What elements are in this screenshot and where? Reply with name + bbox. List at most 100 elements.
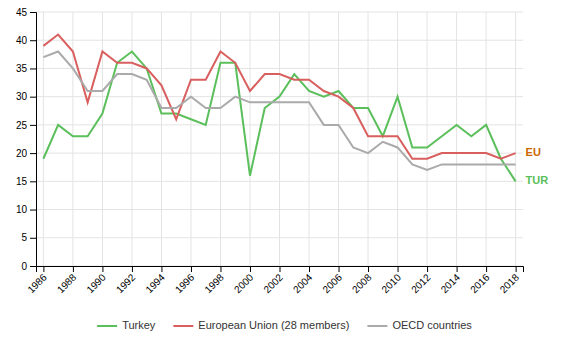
tick-label: 1992 bbox=[114, 271, 138, 295]
tick-mark bbox=[30, 12, 36, 13]
grid-line bbox=[249, 12, 250, 266]
tick: 1988 bbox=[55, 266, 79, 295]
tick: 1994 bbox=[143, 266, 167, 295]
annotation: EU bbox=[526, 146, 541, 158]
tick-mark bbox=[30, 68, 36, 69]
tick-mark bbox=[486, 266, 487, 272]
tick-mark bbox=[250, 266, 251, 272]
tick-label: 2002 bbox=[261, 271, 285, 295]
x-axis: 1986198819901992199419961998200020022004… bbox=[25, 266, 523, 295]
tick-mark bbox=[132, 266, 133, 272]
tick-label: 15 bbox=[16, 176, 28, 187]
tick: 45 bbox=[16, 7, 36, 18]
tick: 1996 bbox=[173, 266, 197, 295]
tick-mark bbox=[309, 266, 310, 272]
tick-mark bbox=[161, 266, 162, 272]
legend-item: OECD countries bbox=[367, 319, 472, 331]
tick-mark bbox=[30, 153, 36, 154]
grid-line bbox=[131, 12, 132, 266]
grid-line bbox=[397, 12, 398, 266]
tick-mark bbox=[280, 266, 281, 272]
tick: 1998 bbox=[202, 266, 226, 295]
chart: 1986198819901992199419961998200020022004… bbox=[0, 0, 569, 340]
tick-mark bbox=[43, 266, 44, 272]
legend-label: OECD countries bbox=[392, 319, 472, 331]
tick: 30 bbox=[16, 91, 36, 102]
tick-mark bbox=[516, 266, 517, 272]
tick: 2016 bbox=[468, 266, 492, 295]
tick-mark bbox=[30, 97, 36, 98]
legend-item: Turkey bbox=[97, 319, 156, 331]
grid-line bbox=[279, 12, 280, 266]
tick: 2018 bbox=[498, 266, 522, 295]
tick-label: 30 bbox=[16, 91, 28, 102]
tick-label: 2018 bbox=[498, 271, 522, 295]
grid-line bbox=[456, 12, 457, 266]
tick-mark bbox=[73, 266, 74, 272]
grid bbox=[36, 12, 523, 266]
y-axis: 0 5 10 15 20 25 30 35 40 45 bbox=[16, 7, 37, 272]
tick: 2002 bbox=[261, 266, 285, 295]
legend-swatch bbox=[173, 325, 193, 327]
legend: Turkey European Union (28 members) OECD co… bbox=[97, 319, 472, 331]
tick: 2014 bbox=[439, 266, 463, 295]
tick-label: 45 bbox=[16, 7, 28, 18]
tick-mark bbox=[457, 266, 458, 272]
tick: 2010 bbox=[379, 266, 403, 295]
tick-label: 1988 bbox=[55, 271, 79, 295]
tick-label: 2000 bbox=[232, 271, 256, 295]
tick-mark bbox=[102, 266, 103, 272]
tick-label: 1990 bbox=[84, 271, 108, 295]
tick-mark bbox=[30, 181, 36, 182]
grid-line bbox=[427, 12, 428, 266]
tick: 0 bbox=[21, 261, 36, 272]
grid-line bbox=[161, 12, 162, 266]
tick-label: 2012 bbox=[409, 271, 433, 295]
annotation: TUR bbox=[526, 174, 549, 186]
tick: 2006 bbox=[320, 266, 344, 295]
tick: 1986 bbox=[25, 266, 49, 295]
tick-label: 2010 bbox=[379, 271, 403, 295]
tick-label: 1998 bbox=[202, 271, 226, 295]
legend-swatch bbox=[367, 325, 387, 327]
grid-line bbox=[486, 12, 487, 266]
tick: 15 bbox=[16, 176, 36, 187]
tick-label: 40 bbox=[16, 35, 28, 46]
tick: 10 bbox=[16, 204, 36, 215]
axis-line bbox=[37, 267, 524, 273]
grid-line bbox=[43, 12, 44, 266]
tick-label: 5 bbox=[21, 232, 27, 243]
tick-label: 1994 bbox=[143, 271, 167, 295]
tick-label: 20 bbox=[16, 148, 28, 159]
grid-line bbox=[368, 12, 369, 266]
tick: 40 bbox=[16, 35, 36, 46]
tick-label: 35 bbox=[16, 63, 28, 74]
tick-mark bbox=[30, 40, 36, 41]
grid-line bbox=[338, 12, 339, 266]
series-line bbox=[43, 52, 515, 171]
tick-label: 2014 bbox=[439, 271, 463, 295]
tick-label: 2004 bbox=[291, 271, 315, 295]
plot-area bbox=[43, 35, 515, 182]
tick: 2004 bbox=[291, 266, 315, 295]
series-line bbox=[43, 35, 515, 159]
tick: 20 bbox=[16, 148, 36, 159]
tick: 5 bbox=[21, 232, 36, 243]
tick-mark bbox=[30, 125, 36, 126]
tick-mark bbox=[398, 266, 399, 272]
tick-label: 2006 bbox=[320, 271, 344, 295]
axis-line bbox=[30, 13, 37, 267]
tick: 2000 bbox=[232, 266, 256, 295]
tick-mark bbox=[339, 266, 340, 272]
tick-mark bbox=[427, 266, 428, 272]
tick-mark bbox=[368, 266, 369, 272]
legend-item: European Union (28 members) bbox=[173, 319, 349, 331]
tick-label: 10 bbox=[16, 204, 28, 215]
tick-label: 1986 bbox=[25, 271, 49, 295]
tick: 35 bbox=[16, 63, 36, 74]
tick-mark bbox=[30, 266, 36, 267]
tick-label: 1996 bbox=[173, 271, 197, 295]
tick: 25 bbox=[16, 120, 36, 131]
tick: 1992 bbox=[114, 266, 138, 295]
tick: 2012 bbox=[409, 266, 433, 295]
